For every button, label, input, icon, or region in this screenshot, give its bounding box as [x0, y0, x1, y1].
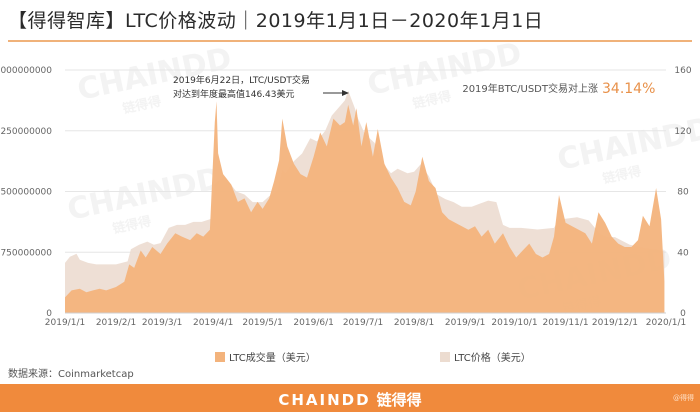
- y-left-tick-label: 3500000000: [0, 188, 52, 198]
- legend-volume: LTC成交量（美元）: [215, 349, 316, 364]
- x-tick-label: 2020/1/1: [646, 318, 686, 328]
- tick-layer: 0 1750000000 3500000000 5250000000 700000000…: [0, 66, 692, 328]
- legend-volume-swatch: [215, 352, 225, 362]
- y-left-tick-label: 5250000000: [0, 127, 52, 137]
- chart-title: 【得得智库】LTC价格波动｜2019年1月1日－2020年1月1日: [8, 10, 544, 32]
- footer-bar: CHAINDD 链得得 @得得: [0, 384, 700, 412]
- x-tick-label: 2019/8/1: [394, 318, 434, 328]
- btc-note-value: 34.14%: [602, 81, 655, 97]
- x-tick-label: 2019/4/1: [193, 318, 233, 328]
- x-tick-label: 2019/12/1: [592, 318, 638, 328]
- title-divider: [8, 40, 692, 42]
- legend-price-swatch: [440, 352, 450, 362]
- x-tick-label: 2019/6/1: [293, 318, 333, 328]
- data-source: 数据来源：Coinmarketcap: [8, 369, 134, 380]
- x-tick-label: 2019/2/1: [96, 318, 136, 328]
- footer-logo: CHAINDD 链得得: [0, 389, 700, 410]
- x-tick-label: 2019/5/1: [242, 318, 282, 328]
- y-right-tick-label: 120: [674, 127, 691, 137]
- y-right-tick-label: 0: [680, 309, 686, 319]
- btc-note-label: 2019年BTC/USDT交易对上涨: [462, 82, 598, 95]
- peak-annotation-line1: 2019年6月22日，LTC/USDT交易: [173, 74, 310, 86]
- footer-brand-cn: 链得得: [376, 391, 422, 409]
- y-left-tick-label: 7000000000: [0, 66, 52, 76]
- x-tick-label: 2019/10/1: [491, 318, 537, 328]
- legend-volume-label: LTC成交量（美元）: [229, 353, 316, 364]
- y-right-tick-label: 40: [677, 248, 689, 258]
- footer-brand: CHAINDD: [278, 391, 371, 409]
- x-tick-label: 2019/7/1: [343, 318, 383, 328]
- x-tick-label: 2019/11/1: [542, 318, 588, 328]
- y-right-tick-label: 160: [674, 66, 691, 76]
- legend-price-label: LTC价格（美元）: [454, 353, 531, 364]
- x-tick-label: 2019/1/1: [45, 318, 85, 328]
- volume-area: [65, 101, 665, 313]
- annotation-arrow-head: [342, 90, 349, 96]
- y-left-tick-label: 1750000000: [0, 248, 52, 258]
- peak-annotation-line2: 对达到年度最高值146.43美元: [173, 88, 295, 100]
- footer-badge: @得得: [673, 394, 694, 402]
- y-left-tick-label: 0: [46, 309, 52, 319]
- series-layer: [65, 90, 666, 314]
- x-tick-label: 2019/9/1: [445, 318, 485, 328]
- legend-price: LTC价格（美元）: [440, 349, 531, 364]
- y-right-tick-label: 80: [677, 188, 689, 198]
- x-tick-label: 2019/3/1: [142, 318, 182, 328]
